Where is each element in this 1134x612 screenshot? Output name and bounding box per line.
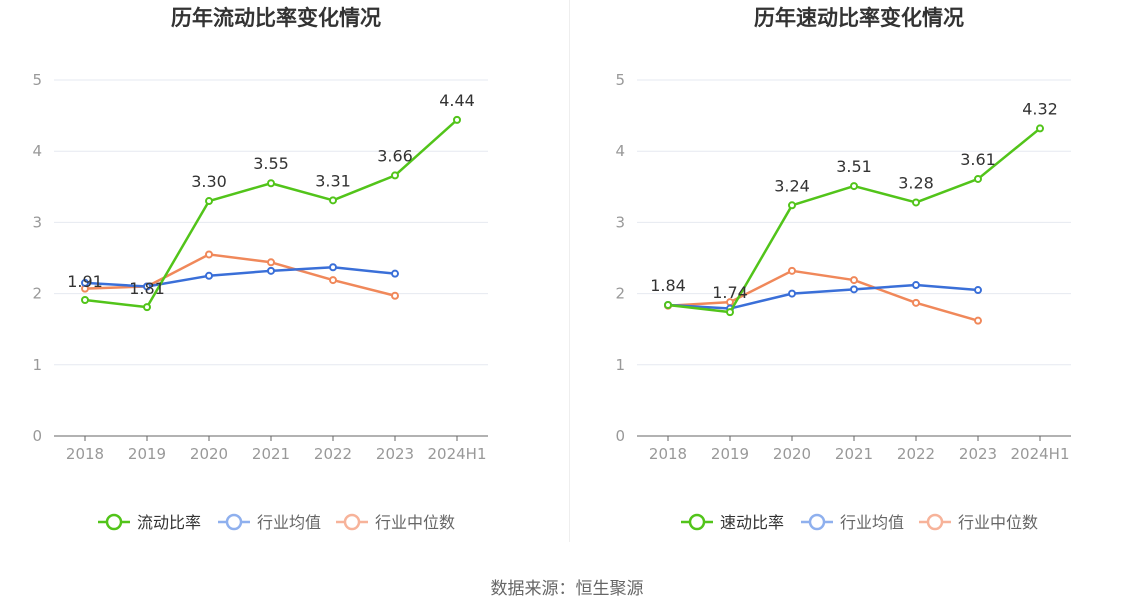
legend-marker [688,513,706,531]
data-label: 3.51 [836,157,872,176]
data-label: 4.44 [439,91,475,110]
series-line [667,283,979,310]
y-tick-label: 5 [32,71,42,89]
data-point [912,198,920,207]
y-tick-label: 3 [615,213,625,231]
data-label: 3.66 [377,146,413,165]
legend-label: 行业均值 [840,513,904,532]
y-tick-label: 3 [32,213,42,231]
data-point [329,276,337,285]
data-source-note: 数据来源：恒生聚源 [490,579,644,599]
legend-label: 行业中位数 [375,513,455,532]
y-tick-label: 2 [615,285,625,303]
legend-label: 速动比率 [720,513,784,532]
legend-marker [225,513,243,531]
data-label: 3.55 [253,154,289,173]
data-point [974,316,982,325]
data-point [267,266,275,275]
data-point [850,285,858,294]
data-point [1036,124,1044,133]
chart-title: 历年流动比率变化情况 [171,6,381,30]
data-label: 3.24 [774,176,810,195]
y-tick-label: 2 [32,285,42,303]
y-tick-label: 0 [615,427,625,445]
data-point [391,291,399,300]
legend-marker [926,513,944,531]
data-point [81,296,89,305]
data-point [391,269,399,278]
data-point [788,289,796,298]
y-tick-label: 1 [615,356,625,374]
data-point [205,197,213,206]
legend-marker [105,513,123,531]
panel-divider [569,0,570,542]
data-point [974,174,982,183]
x-tick-label: 2023 [376,445,414,463]
data-label: 1.84 [650,276,686,295]
data-label: 1.91 [67,272,103,291]
legend-marker [808,513,826,531]
data-point [664,300,672,309]
data-point [726,308,734,317]
data-point [329,196,337,205]
y-tick-label: 1 [32,356,42,374]
data-point [850,276,858,285]
x-tick-label: 2018 [66,445,104,463]
x-tick-label: 2023 [959,445,997,463]
x-tick-label: 2021 [252,445,290,463]
data-point [788,201,796,210]
x-tick-label: 2022 [314,445,352,463]
x-tick-label: 2020 [190,445,228,463]
y-tick-label: 5 [615,71,625,89]
data-point [850,182,858,191]
series-line [84,266,396,288]
legend-label: 行业中位数 [958,513,1038,532]
legend-marker [343,513,361,531]
x-tick-label: 2018 [649,445,687,463]
x-tick-label: 2022 [897,445,935,463]
legend-label: 流动比率 [137,513,201,532]
y-tick-label: 0 [32,427,42,445]
y-tick-label: 4 [615,142,625,160]
data-point [205,250,213,259]
data-label: 3.31 [315,171,351,190]
data-point [912,298,920,307]
data-label: 1.74 [712,283,748,302]
data-point [453,115,461,124]
x-tick-label: 2019 [711,445,749,463]
data-label: 3.30 [191,172,227,191]
x-tick-label: 2021 [835,445,873,463]
x-tick-label: 2024H1 [1011,445,1070,463]
data-point [143,303,151,312]
data-point [81,278,89,287]
x-tick-label: 2019 [128,445,166,463]
x-tick-label: 2020 [773,445,811,463]
data-point [143,282,151,291]
series-line [667,269,979,322]
data-point [912,281,920,290]
data-point [974,286,982,295]
data-point [267,258,275,267]
data-point [391,171,399,180]
data-point [267,179,275,188]
data-label: 3.28 [898,173,934,192]
x-tick-label: 2024H1 [428,445,487,463]
data-label: 1.81 [129,279,165,298]
legend-label: 行业均值 [257,513,321,532]
y-tick-label: 4 [32,142,42,160]
data-point [329,263,337,272]
chart-title: 历年速动比率变化情况 [754,6,964,30]
data-label: 3.61 [960,150,996,169]
data-point [205,271,213,280]
data-label: 4.32 [1022,99,1058,118]
data-point [788,266,796,275]
